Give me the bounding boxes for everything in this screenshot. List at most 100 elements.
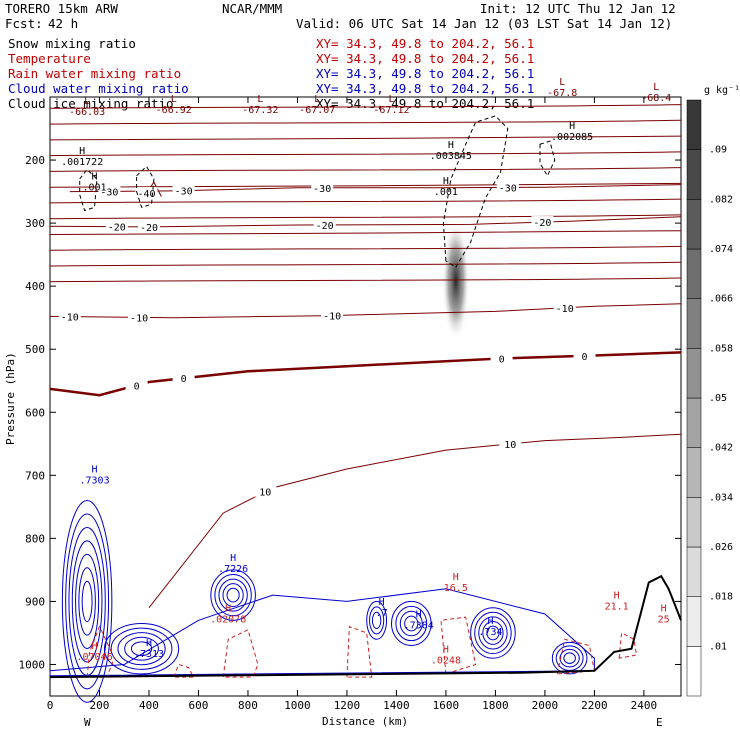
temperature-contour-label: 10 (259, 488, 271, 499)
colorbar-swatch (686, 149, 702, 200)
temperature-extremum-value: -67.07 (299, 105, 335, 116)
x-axis-title: Distance (km) (322, 715, 408, 728)
temperature-upper-line (49, 119, 682, 125)
cloud-ice-extremum-letter: H (92, 171, 98, 182)
temperature-contour-label: -30 (100, 187, 118, 198)
field-temperature-xy: XY= 34.3, 49.8 to 204.2, 56.1 (316, 36, 534, 51)
snow-shading-layer (441, 220, 470, 341)
x-tick-label: 0 (47, 699, 54, 712)
cloud-water-contour (555, 645, 584, 671)
cloud-water-contour (371, 611, 382, 629)
temperature-extremum-value: -67.8 (547, 88, 577, 99)
temperature-contour (148, 433, 682, 609)
cloud-water-contour (369, 606, 385, 635)
rain-extremum-value: 25 (658, 614, 670, 625)
cloud-water-contour (390, 600, 432, 647)
temperature-label-bg (125, 379, 148, 391)
y-tick-label: 900 (25, 595, 45, 608)
colorbar-swatch (686, 199, 702, 250)
rain-extremum-letter: H (453, 572, 459, 583)
temperature-label-bg (311, 181, 334, 193)
temperature-extremum-letter: L (388, 94, 394, 105)
temperature-contour-label: -30 (313, 184, 331, 195)
y-tick-label: 400 (25, 280, 45, 293)
temperature-extremum-letter: L (559, 77, 565, 88)
cloud-water-contour (404, 615, 419, 632)
field-cloud-water-xy: XY= 34.3, 49.8 to 204.2, 56.1 (316, 66, 534, 81)
field-rain-name: Rain water mixing ratio (8, 66, 181, 81)
x-tick-label: 1600 (433, 699, 460, 712)
cloud-ice-contours-layer (79, 115, 556, 268)
cloud-water-envelope (49, 588, 595, 677)
temperature-contour-label: 0 (499, 354, 505, 365)
x-tick-label: 200 (90, 699, 110, 712)
cloud-water-extremum-value: .734 (478, 627, 502, 638)
cloud-ice-contour (539, 140, 556, 177)
temperature-upper-line (49, 151, 682, 157)
temperature-label-bg (496, 181, 519, 193)
cloud-ice-extremum-letter: H (79, 146, 85, 157)
cloud-ice-extremum-letter: H (448, 140, 454, 151)
cloud-water-contour (470, 607, 516, 659)
terrain-profile (49, 574, 682, 679)
temperature-extremum-value: -66.03 (69, 107, 105, 118)
x-tick-label: 1200 (334, 699, 361, 712)
cloud-water-contour (395, 605, 428, 642)
temperature-upper-line (49, 277, 682, 283)
cloud-water-contour (75, 553, 100, 650)
rain-extremum-letter: H (661, 603, 667, 614)
temperature-label-bg (58, 310, 81, 322)
temperature-contour-label: 0 (181, 374, 187, 385)
y-tick-label: 700 (25, 469, 45, 482)
temperature-label-bg (254, 485, 277, 497)
temperature-label-bg (172, 184, 195, 196)
cloud-water-contour (81, 580, 93, 623)
cloud-water-extremum-letter: H (230, 553, 236, 564)
rain-extremum-letter: H (225, 603, 231, 614)
temperature-extremum-value: -68.4 (641, 93, 671, 104)
temperature-extremum-letter: L (314, 94, 320, 105)
temperature-upper-line (49, 261, 682, 267)
field-cloud-ice-xy: XY= 34.3, 49.8 to 204.2, 56.1 (316, 81, 534, 96)
temperature-label-bg (573, 349, 596, 361)
cloud-water-contours-layer (49, 500, 595, 703)
colorbar-level-label: .09 (709, 145, 727, 156)
temperature-label-bg (490, 352, 513, 364)
field-temperature-name: Temperature (8, 51, 91, 66)
temperature-contours-layer: -30 -30 -30 -30 -20 -20 -20 -20 -10 -10 -10 -10 0 0 0 0… (49, 104, 682, 609)
temperature-extremum-letter: L (171, 94, 177, 105)
temperature-contour-label: 0 (581, 352, 587, 363)
cloud-water-extremum-letter: H (92, 465, 98, 476)
colorbar-swatch (686, 546, 702, 597)
cloud-water-extremum-value: .7384 (404, 621, 434, 632)
cloud-water-extremum-letter: H (379, 597, 385, 608)
colorbar-level-label: .034 (709, 492, 733, 503)
fcst-label: Fcst: (5, 16, 43, 31)
temperature-label-bg (553, 301, 576, 313)
temperature-label-bg (321, 309, 344, 321)
rain-contour (222, 629, 259, 678)
temperature-contour-label: -20 (316, 221, 334, 232)
cloud-water-contour (78, 567, 96, 636)
cloud-ice-extremum-value: .001 (434, 187, 458, 198)
cloud-water-contour (226, 587, 240, 603)
extrema-labels-layer: L-66.03L-66.92L-67.32L-67.07L-67.12L-67.… (61, 77, 671, 666)
x-tick-label: 2400 (631, 699, 658, 712)
cloud-water-extremum-value: .7313 (134, 649, 164, 660)
colorbar-level-label: .01 (709, 641, 727, 652)
x-tick-label: 2000 (532, 699, 559, 712)
cloud-ice-contour (442, 115, 509, 268)
temperature-contour (49, 216, 682, 228)
temperature-extremum-value: -66.92 (156, 105, 192, 116)
x-tick-label: 1000 (284, 699, 311, 712)
rain-extremum-value: .07046 (76, 652, 112, 663)
colorbar-level-label: .026 (709, 542, 733, 553)
temperature-upper-line (49, 245, 682, 251)
temperature-extremum-letter: L (653, 82, 659, 93)
cloud-water-contour (563, 652, 576, 664)
colorbar-level-label: .058 (709, 343, 733, 354)
y-tick-label: 500 (25, 343, 45, 356)
colorbar-level-label: .082 (709, 194, 733, 205)
x-tick-label: 1400 (383, 699, 410, 712)
field-snow-name: Snow mixing ratio (8, 36, 136, 51)
